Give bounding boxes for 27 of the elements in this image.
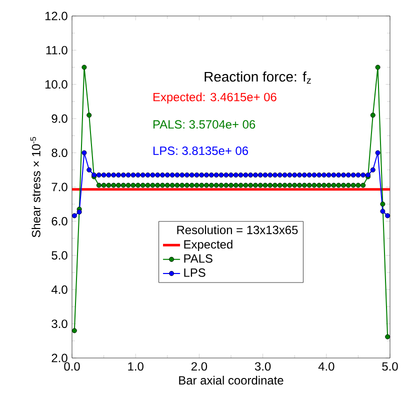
legend-title: Resolution = 13x13x65 <box>177 225 298 234</box>
legend-label: LPS <box>184 268 206 277</box>
x-tick-label: 3.0 <box>254 362 271 371</box>
y-tick-label: 11.0 <box>46 46 68 54</box>
y-tick-label: 2.0 <box>52 354 68 362</box>
annotation: Reaction force: f$_{z}$ <box>204 71 311 84</box>
y-tick-label: 10.0 <box>45 80 68 89</box>
y-tick-label: 12.0 <box>45 12 68 20</box>
y-tick-label: 7.0 <box>52 182 68 192</box>
annotation: LPS: 3.8135e+ 06 <box>153 146 248 155</box>
x-tick-label: 4.0 <box>318 362 334 371</box>
y-tick-label: 5.0 <box>52 251 68 260</box>
annotation: Expected: 3.4615e+ 06 <box>153 92 276 104</box>
x-axis-title: Bar axial coordinate <box>179 376 284 385</box>
y-tick-label: 6.0 <box>52 216 68 226</box>
x-tick-label: 2.0 <box>191 362 208 371</box>
x-tick-label: 5.0 <box>382 362 398 371</box>
y-tick-label: 9.0 <box>52 114 68 123</box>
x-tick-label: 1.0 <box>128 362 144 371</box>
y-tick-label: 8.0 <box>52 148 68 158</box>
x-tick-label: 0.0 <box>64 362 80 371</box>
legend-label: Expected <box>184 240 232 251</box>
y-tick-label: 4.0 <box>51 285 68 294</box>
y-tick-label: 3.0 <box>52 320 68 328</box>
annotation: PALS: 3.5704e+ 06 <box>153 120 256 129</box>
legend-label: PALS <box>184 254 212 263</box>
y-axis-title: Shear stress × 10$^{-5}$ <box>30 137 40 238</box>
